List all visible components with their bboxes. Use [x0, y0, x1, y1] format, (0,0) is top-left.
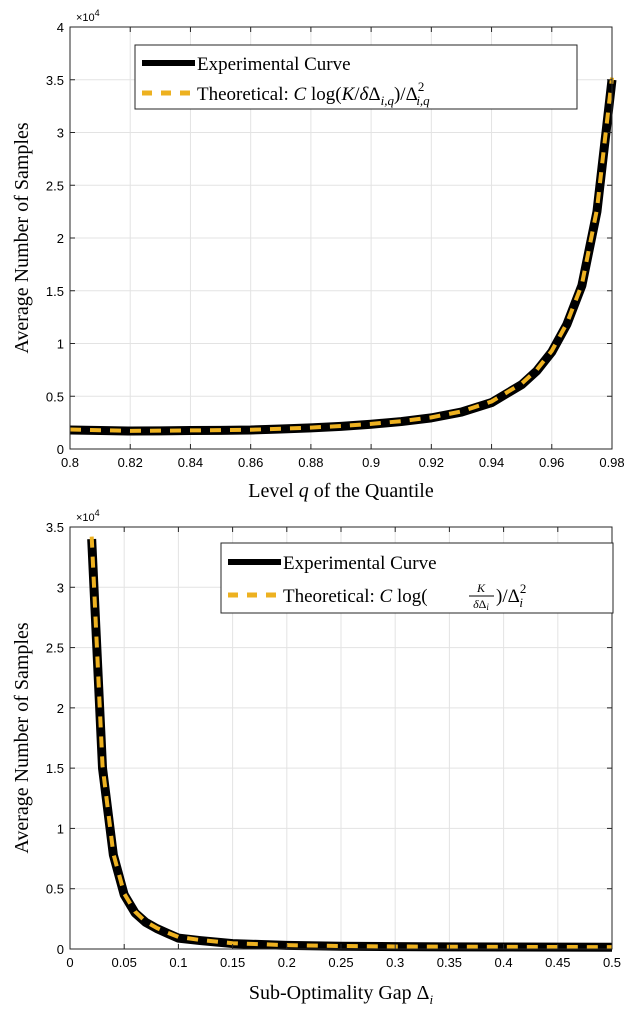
x-tick-label: 0.84	[178, 455, 203, 470]
x-tick-label: 0.35	[437, 955, 462, 970]
x-tick-label: 0.1	[169, 955, 187, 970]
x-tick-label: 0.2	[278, 955, 296, 970]
y-tick-label: 2.5	[46, 641, 64, 656]
legend-label-theoretical: Theoretical: C log(K/δΔi,q)/Δ2 i,q	[197, 79, 430, 108]
legend: Experimental Curve Theoretical: C log( K…	[220, 542, 614, 614]
x-tick-label: 0.82	[118, 455, 143, 470]
y-tick-label: 2.5	[46, 178, 64, 193]
legend-label-experimental: Experimental Curve	[197, 54, 351, 75]
y-tick-label: 1.5	[46, 284, 64, 299]
legend-box	[134, 44, 578, 110]
x-tick-label: 0.94	[479, 455, 504, 470]
y-tick-label: 1	[57, 337, 64, 352]
series-line-theoretical	[69, 77, 614, 433]
y-tick-label: 2	[57, 231, 64, 246]
x-tick-label: 0.5	[603, 955, 621, 970]
series-group	[87, 536, 613, 952]
x-tick-label: 0.25	[328, 955, 353, 970]
x-tick-label: 0.15	[220, 955, 245, 970]
svg-text:K: K	[476, 581, 486, 595]
chart-suboptimality-gap: 0 0.05 0.1 0.15 0.2 0.25 0.3 0.35 0.4 0.45 0.5 0 0.5…	[11, 508, 621, 1007]
x-tick-label: 0	[66, 955, 73, 970]
x-tick-label: 0.4	[495, 955, 513, 970]
x-tick-label: 0.96	[539, 455, 564, 470]
svg-text:)/Δ2i: )/Δ2 i	[496, 581, 526, 610]
svg-text:δΔi: δΔi	[473, 597, 489, 612]
x-tick-label: 0.9	[362, 455, 380, 470]
y-tick-label: 3.5	[46, 73, 64, 88]
legend-box	[220, 542, 614, 614]
y-tick-label: 0	[57, 942, 64, 957]
legend-label-theoretical: Theoretical: C log( K δΔi )/Δ2 i	[283, 581, 526, 612]
x-tick-label: 0.45	[545, 955, 570, 970]
x-tick-label: 0.8	[61, 455, 79, 470]
y-tick-label: 1	[57, 821, 64, 836]
y-exponent-label: ×104	[76, 508, 100, 524]
y-tick-label: 3	[57, 126, 64, 141]
y-tick-label: 0.5	[46, 389, 64, 404]
y-tick-label: 2	[57, 701, 64, 716]
x-tick-label: 0.98	[599, 455, 624, 470]
x-tick-label: 0.92	[419, 455, 444, 470]
x-tick-label: 0.86	[238, 455, 263, 470]
legend: Experimental Curve Theoretical: C log(K/…	[134, 44, 578, 110]
y-tick-label: 1.5	[46, 761, 64, 776]
svg-text:Theoretical: C log(: Theoretical: C log(	[283, 586, 428, 607]
y-axis-label: Average Number of Samples	[11, 622, 33, 853]
series-group	[69, 77, 617, 436]
y-axis-label: Average Number of Samples	[11, 122, 33, 353]
x-tick-label: 0.88	[298, 455, 323, 470]
y-tick-label: 3	[57, 580, 64, 595]
chart-quantile: 0.8 0.82 0.84 0.86 0.88 0.9 0.92 0.94 0.96 0.98 0 0…	[11, 8, 625, 502]
x-axis-label: Level q of the Quantile	[248, 480, 434, 502]
y-tick-label: 0	[57, 442, 64, 457]
x-tick-label: 0.05	[112, 955, 137, 970]
x-tick-label: 0.3	[386, 955, 404, 970]
y-tick-label: 4	[57, 20, 64, 35]
legend-label-experimental: Experimental Curve	[283, 553, 437, 574]
x-axis-label: Sub-Optimality Gap Δi	[249, 982, 434, 1007]
tick-group: 0 0.05 0.1 0.15 0.2 0.25 0.3 0.35 0.4 0.45 0.5 0 0.5…	[46, 520, 621, 970]
y-tick-label: 3.5	[46, 520, 64, 535]
y-tick-label: 0.5	[46, 882, 64, 897]
series-line-theoretical	[89, 536, 613, 950]
tick-group: 0.8 0.82 0.84 0.86 0.88 0.9 0.92 0.94 0.96 0.98 0 0…	[46, 20, 625, 470]
y-exponent-label: ×104	[76, 8, 100, 24]
